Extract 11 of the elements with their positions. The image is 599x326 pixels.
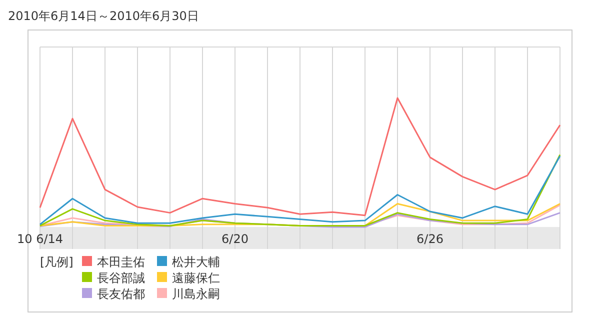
legend-label: 遠藤保仁 <box>172 271 220 285</box>
legend-label: 長友佑都 <box>97 287 145 301</box>
legend-label: 松井大輔 <box>172 255 220 269</box>
x-tick-label: 10 6/14 <box>16 232 64 246</box>
legend-label: 長谷部誠 <box>97 271 145 285</box>
legend-title: [凡例] <box>40 255 74 269</box>
x-tick-label: 6/26 <box>416 232 444 246</box>
title: 2010年6月14日～2010年6月30日 <box>8 9 199 23</box>
x-tick-label: 6/20 <box>222 232 248 246</box>
legend-label: 本田圭佑 <box>97 255 145 269</box>
legend-label: 川島永嗣 <box>172 287 220 301</box>
